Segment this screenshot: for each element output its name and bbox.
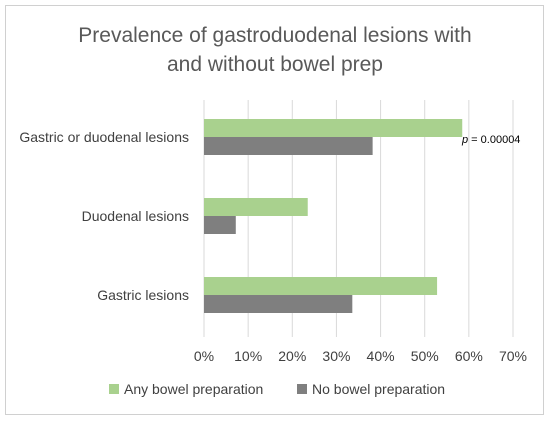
chart-title-line-1: Prevalence of gastroduodenal lesions wit… <box>78 24 471 47</box>
legend-swatch <box>109 384 119 394</box>
x-tick-label: 0% <box>194 348 214 364</box>
x-tick-label: 40% <box>367 348 395 364</box>
bar-any-prep <box>204 198 308 216</box>
category-label: Gastric lesions <box>97 287 189 303</box>
category-label: Gastric or duodenal lesions <box>19 129 189 145</box>
category-label: Duodenal lesions <box>82 208 189 224</box>
bar-no-prep <box>204 295 353 313</box>
chart-title-line-2: and without bowel prep <box>167 53 383 76</box>
legend-label: Any bowel preparation <box>124 381 263 397</box>
x-tick-label: 60% <box>455 348 483 364</box>
legend-swatch <box>297 384 307 394</box>
bar-any-prep <box>204 119 463 137</box>
p-value-annotation: p = 0.00004 <box>461 134 520 146</box>
x-tick-label: 70% <box>499 348 527 364</box>
bar-any-prep <box>204 277 438 295</box>
x-tick-label: 30% <box>322 348 350 364</box>
x-tick-label: 20% <box>278 348 306 364</box>
legend-label: No bowel preparation <box>312 381 445 397</box>
bar-no-prep <box>204 137 373 155</box>
x-tick-label: 50% <box>411 348 439 364</box>
bar-no-prep <box>204 216 236 234</box>
x-tick-label: 10% <box>234 348 262 364</box>
